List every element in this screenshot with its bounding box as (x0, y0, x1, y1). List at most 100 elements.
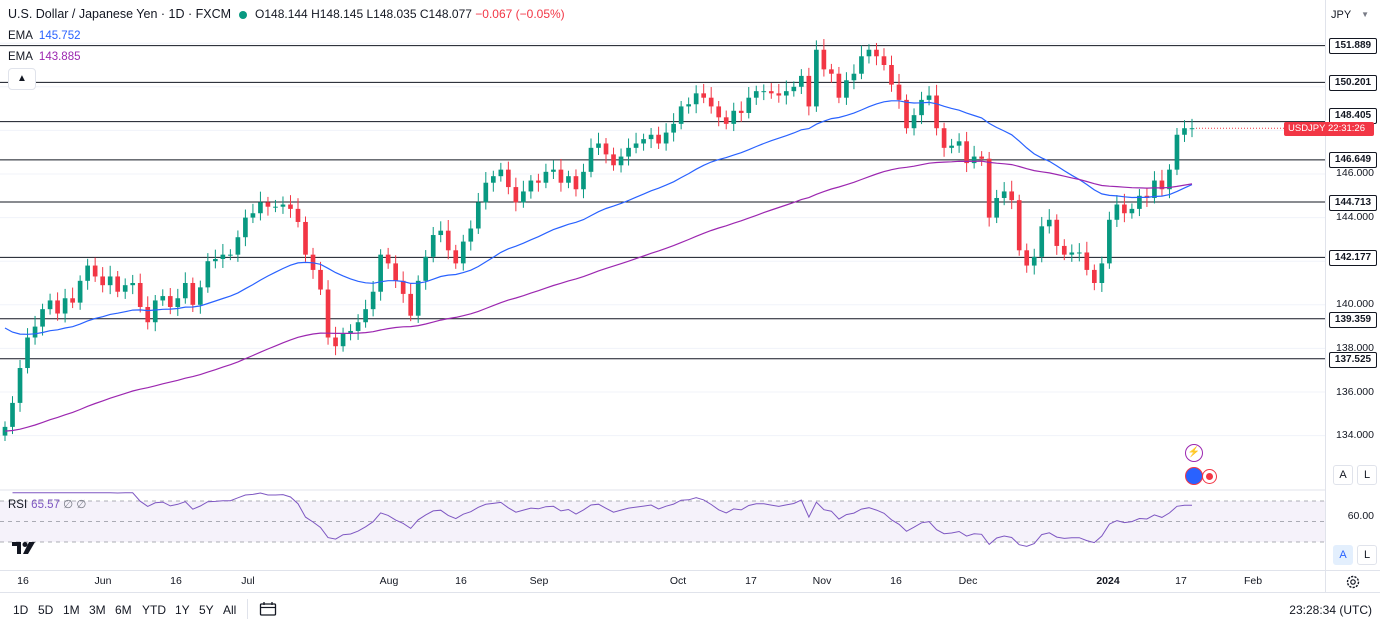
candle-body (1001, 191, 1007, 198)
us-flag-event-icon[interactable] (1185, 467, 1203, 485)
level-label[interactable]: 144.713 (1329, 195, 1377, 211)
rsi-auto-scale-button[interactable]: A (1333, 545, 1353, 565)
candle-body (1114, 204, 1120, 220)
calendar-range-icon[interactable] (259, 601, 277, 617)
candle-body (198, 287, 203, 305)
level-label[interactable]: 151.889 (1329, 38, 1377, 54)
candle-body (1039, 226, 1045, 257)
utc-clock[interactable]: 23:28:34 (UTC) (1289, 603, 1372, 617)
candle-body (926, 95, 932, 100)
time-axis[interactable]: 16 Jun 16 Jul Aug 16 Sep Oct 17 Nov 16 D… (0, 570, 1325, 591)
time-label: 16 (890, 575, 902, 587)
candle-body (979, 156, 984, 159)
range-3m-button[interactable]: 3M (89, 603, 106, 617)
candle-body (596, 143, 601, 148)
candle-body (986, 158, 992, 218)
candle-body (348, 330, 353, 334)
candle-body (708, 97, 714, 107)
range-ytd-button[interactable]: YTD (142, 603, 166, 617)
price-axis[interactable]: JPY ▼ 146.000 144.000 140.000 138.000 13… (1284, 0, 1380, 570)
candle-body (513, 187, 519, 203)
range-5y-button[interactable]: 5Y (199, 603, 214, 617)
level-label[interactable]: 142.177 (1329, 250, 1377, 266)
range-1d-button[interactable]: 1D (13, 603, 29, 617)
level-label[interactable]: 137.525 (1329, 352, 1377, 368)
candle-body (874, 49, 879, 57)
dividend-event-icon[interactable]: ⚡ (1185, 444, 1203, 462)
log-scale-button[interactable]: L (1357, 465, 1377, 485)
symbol-title[interactable]: U.S. Dollar / Japanese Yen · 1D · FXCM (8, 7, 232, 21)
candle-body (468, 228, 474, 242)
level-label[interactable]: 139.359 (1329, 312, 1377, 328)
candle-body (333, 337, 338, 347)
range-1y-button[interactable]: 1Y (175, 603, 190, 617)
candle-body (536, 180, 541, 183)
ema-fast-value: 145.752 (38, 30, 81, 42)
candle-body (783, 91, 789, 96)
level-label[interactable]: 148.405 (1329, 108, 1377, 124)
candle-body (558, 169, 564, 183)
candle-body (1024, 250, 1030, 266)
range-6m-button[interactable]: 6M (115, 603, 132, 617)
rsi-legend[interactable]: RSI 65.57 ∅ ∅ (8, 497, 86, 511)
candle-body (1016, 200, 1022, 251)
time-label: 16 (455, 575, 467, 587)
candle-body (1054, 219, 1060, 246)
candle-body (250, 213, 256, 218)
candle-body (889, 65, 894, 85)
auto-scale-button[interactable]: A (1333, 465, 1353, 485)
candle-body (122, 285, 128, 292)
candle-body (851, 73, 857, 81)
divider (247, 599, 248, 619)
rsi-log-scale-button[interactable]: L (1357, 545, 1377, 565)
chart-area[interactable] (0, 0, 1325, 570)
market-status-icon[interactable] (239, 10, 248, 19)
candle-body (453, 250, 459, 264)
candle-body (738, 110, 744, 113)
candle-body (325, 289, 331, 338)
axis-settings[interactable] (1325, 570, 1380, 593)
symbol-price-tag[interactable]: USDJPY 22:31:26 (1284, 122, 1374, 136)
price-tick: 136.000 (1336, 386, 1374, 398)
currency-selector[interactable]: JPY ▼ (1331, 5, 1375, 25)
candle-body (288, 204, 293, 209)
candle-body (460, 241, 466, 264)
candle-body (318, 269, 323, 290)
candle-body (896, 84, 902, 100)
ema-slow-line (4, 160, 1193, 432)
time-label: Oct (669, 575, 687, 587)
candle-body (994, 197, 999, 218)
jp-flag-event-icon[interactable] (1202, 469, 1217, 484)
candle-body (791, 86, 797, 92)
candle-body (573, 176, 579, 190)
range-all-button[interactable]: All (223, 603, 237, 617)
candle-body (498, 169, 504, 177)
time-label: 16 (17, 575, 29, 587)
range-5d-button[interactable]: 5D (38, 603, 54, 617)
candle-body (130, 283, 136, 286)
gear-icon[interactable] (1345, 574, 1361, 590)
candle-body (1107, 219, 1112, 264)
candle-body (633, 143, 639, 148)
price-tick: 144.000 (1336, 211, 1374, 223)
candle-body (438, 230, 444, 236)
collapse-legend-button[interactable]: ▲ (8, 68, 36, 90)
candle-body (47, 300, 53, 310)
tradingview-logo[interactable] (10, 540, 40, 561)
time-label: Feb (1243, 575, 1263, 587)
ema-slow-legend[interactable]: EMA 143.885 (8, 51, 565, 63)
main-chart-svg[interactable] (0, 0, 1325, 570)
candle-body (445, 230, 451, 251)
candle-body (1174, 134, 1180, 170)
candle-body (1092, 269, 1097, 283)
level-label[interactable]: 150.201 (1329, 75, 1377, 91)
candle-body (393, 263, 398, 281)
candle-body (25, 337, 30, 369)
candle-body (258, 202, 263, 214)
candle-body (731, 110, 737, 124)
candle-body (1084, 252, 1090, 270)
candle-body (701, 93, 707, 98)
level-label[interactable]: 146.649 (1329, 152, 1377, 168)
ema-fast-legend[interactable]: EMA 145.752 (8, 30, 565, 42)
range-1m-button[interactable]: 1M (63, 603, 80, 617)
